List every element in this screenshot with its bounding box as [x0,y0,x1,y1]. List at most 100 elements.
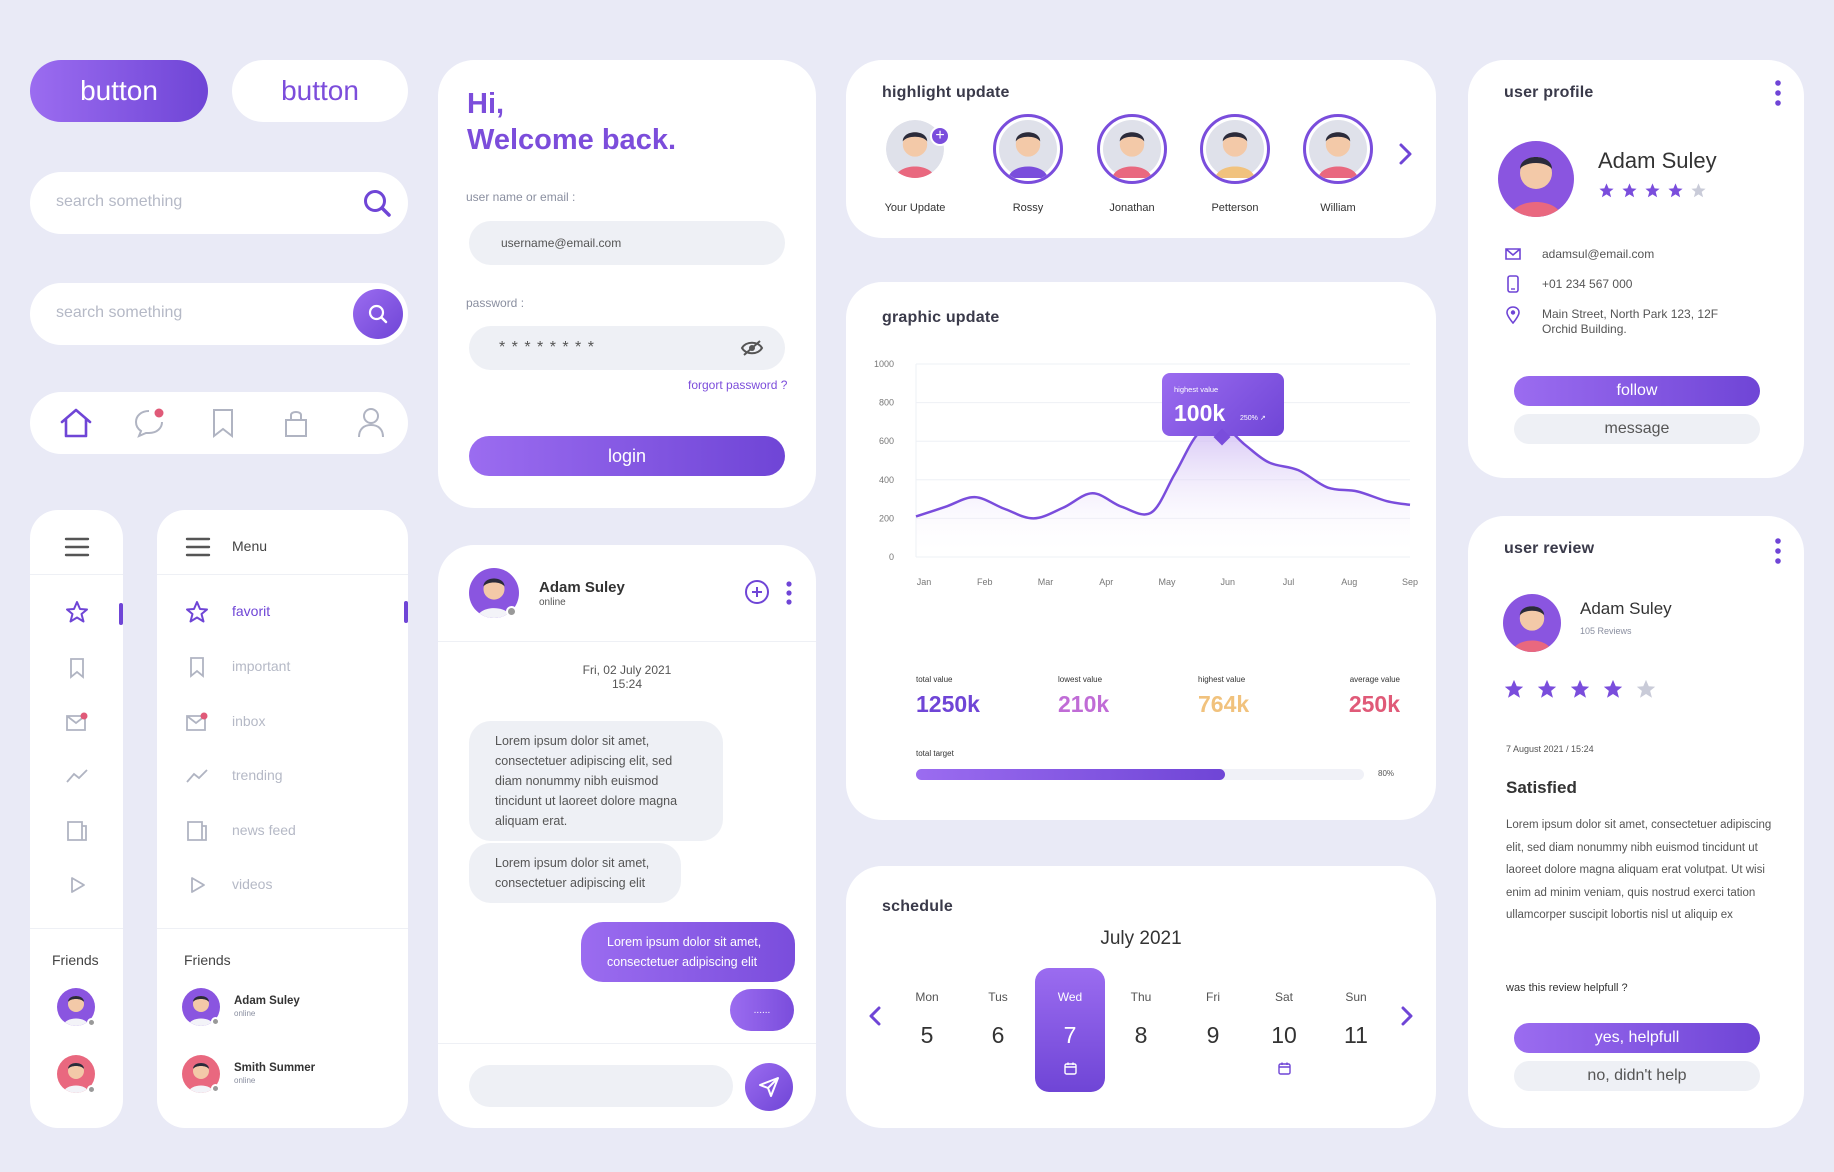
story-avatar [1200,114,1270,184]
day-cell[interactable]: Sat 10 [1249,968,1319,1092]
follow-button[interactable]: follow [1514,376,1760,406]
menu-item-important[interactable]: important [157,647,408,687]
incoming-message: Lorem ipsum dolor sit amet, consectetuer… [469,721,723,841]
schedule-card: schedule July 2021 Mon 5 Tus 6 Wed 7 Thu 8 Fri 9 S… [846,866,1436,1128]
star-icon [1503,678,1525,705]
friend-row[interactable]: Smith Summer online [182,1055,382,1095]
story-item[interactable]: Jonathan [1092,114,1172,220]
add-circle-icon[interactable] [744,579,770,605]
video-play-icon[interactable] [69,876,87,894]
shopping-bag-icon[interactable] [282,406,310,440]
star-icon [1602,678,1624,705]
typing-dots: ...... [753,1004,771,1016]
more-vertical-icon[interactable] [1774,80,1782,106]
day-cell[interactable]: Sun 11 [1321,968,1391,1092]
secondary-button[interactable]: button [232,60,408,122]
x-tick-label: Jun [1220,577,1235,587]
day-cell[interactable]: Tus 6 [963,968,1033,1092]
profile-title: user profile [1504,84,1594,101]
search-input-2[interactable]: search something [56,304,183,321]
username-field[interactable]: username@email.com [469,221,785,265]
day-number: 7 [1063,1022,1077,1048]
follow-button-label: follow [1616,382,1658,399]
online-status-dot [211,1084,220,1093]
forgot-password-link[interactable]: forgort password ? [688,378,788,392]
star-icon[interactable] [65,600,89,624]
chat-icon[interactable] [132,406,166,440]
inbox-icon[interactable] [65,712,89,732]
day-name: Thu [1130,990,1152,1004]
x-tick-label: Jul [1283,577,1295,587]
hamburger-menu-icon[interactable] [64,536,90,558]
friends-heading: Friends [52,952,99,968]
sidebar-divider [30,574,123,575]
story-item[interactable]: William [1298,114,1378,220]
friend-name: Adam Suley [234,995,300,1007]
active-indicator [119,603,123,625]
inbox-icon [186,712,208,731]
secondary-button-label: button [281,75,359,106]
area-chart: 1000 800 600 400 200 0 Jan Feb Mar Apr May Jun Jul Au… [874,359,1418,587]
hamburger-menu-icon[interactable] [185,536,211,558]
login-button[interactable]: login [469,436,785,476]
username-value: username@email.com [501,236,622,250]
search-bar-1: search something [30,172,408,234]
primary-button[interactable]: button [30,60,208,122]
login-button-label: login [607,445,647,466]
story-item[interactable]: Rossy [988,114,1068,220]
message-button[interactable]: message [1514,414,1760,444]
chevron-left-icon[interactable] [868,1005,882,1027]
chat-time: 15:24 [611,677,643,691]
schedule-title: schedule [882,898,953,915]
search-button[interactable] [353,289,403,339]
chevron-right-icon[interactable] [1400,1005,1414,1027]
more-vertical-icon[interactable] [1774,538,1782,564]
story-name: Rossy [1012,202,1044,214]
username-label: user name or email : [466,190,576,204]
story-item[interactable]: + Your Update [875,120,955,220]
menu-item-trending[interactable]: trending [157,756,408,796]
friend-row[interactable]: Adam Suley online [182,988,382,1028]
y-tick-label: 400 [879,475,894,485]
bookmark-icon[interactable] [68,657,86,679]
trending-icon[interactable] [65,767,89,785]
day-cell[interactable]: Mon 5 [892,968,962,1092]
stat-label: lowest value [1058,675,1103,684]
day-name: Sun [1345,990,1367,1004]
add-story-icon[interactable]: + [930,126,950,146]
user-icon[interactable] [356,405,386,439]
profile-address: Main Street, North Park 123, 12F Orchid … [1542,307,1719,336]
eye-off-icon[interactable] [740,338,764,358]
day-cell[interactable]: Fri 9 [1178,968,1248,1092]
login-card: Hi, Welcome back. user name or email : u… [438,60,816,508]
message-input[interactable] [469,1065,733,1107]
day-cell[interactable]: Wed 7 [1035,968,1105,1092]
news-feed-icon[interactable] [66,820,88,842]
y-tick-label: 600 [879,436,894,446]
day-cell[interactable]: Thu 8 [1106,968,1176,1092]
star-icon [1598,182,1615,204]
story-item[interactable]: Petterson [1195,114,1275,220]
menu-item-news-feed[interactable]: news feed [157,811,408,851]
friends-heading: Friends [184,952,231,968]
not-helpful-button[interactable]: no, didn't help [1514,1061,1760,1091]
x-tick-label: May [1158,577,1176,587]
calendar-event-icon [1064,1062,1077,1080]
search-icon[interactable] [362,188,392,218]
menu-item-inbox[interactable]: inbox [157,702,408,742]
stat-label: total value [916,675,953,684]
story-avatar [1303,114,1373,184]
send-button[interactable] [745,1063,793,1111]
more-vertical-icon[interactable] [785,581,793,605]
chevron-right-icon[interactable] [1398,142,1414,166]
bookmark-icon[interactable] [210,407,236,439]
yes-helpful-button[interactable]: yes, helpfull [1514,1023,1760,1053]
y-tick-label: 1000 [874,359,894,369]
stat-value: 210k [1058,691,1110,717]
menu-item-favorit[interactable]: favorit [157,592,408,632]
reviewer-avatar [1503,594,1561,652]
password-field[interactable]: * * * * * * * * [469,326,785,370]
home-icon[interactable] [58,406,94,440]
search-input-1[interactable]: search something [56,193,183,210]
menu-item-videos[interactable]: videos [157,865,408,905]
